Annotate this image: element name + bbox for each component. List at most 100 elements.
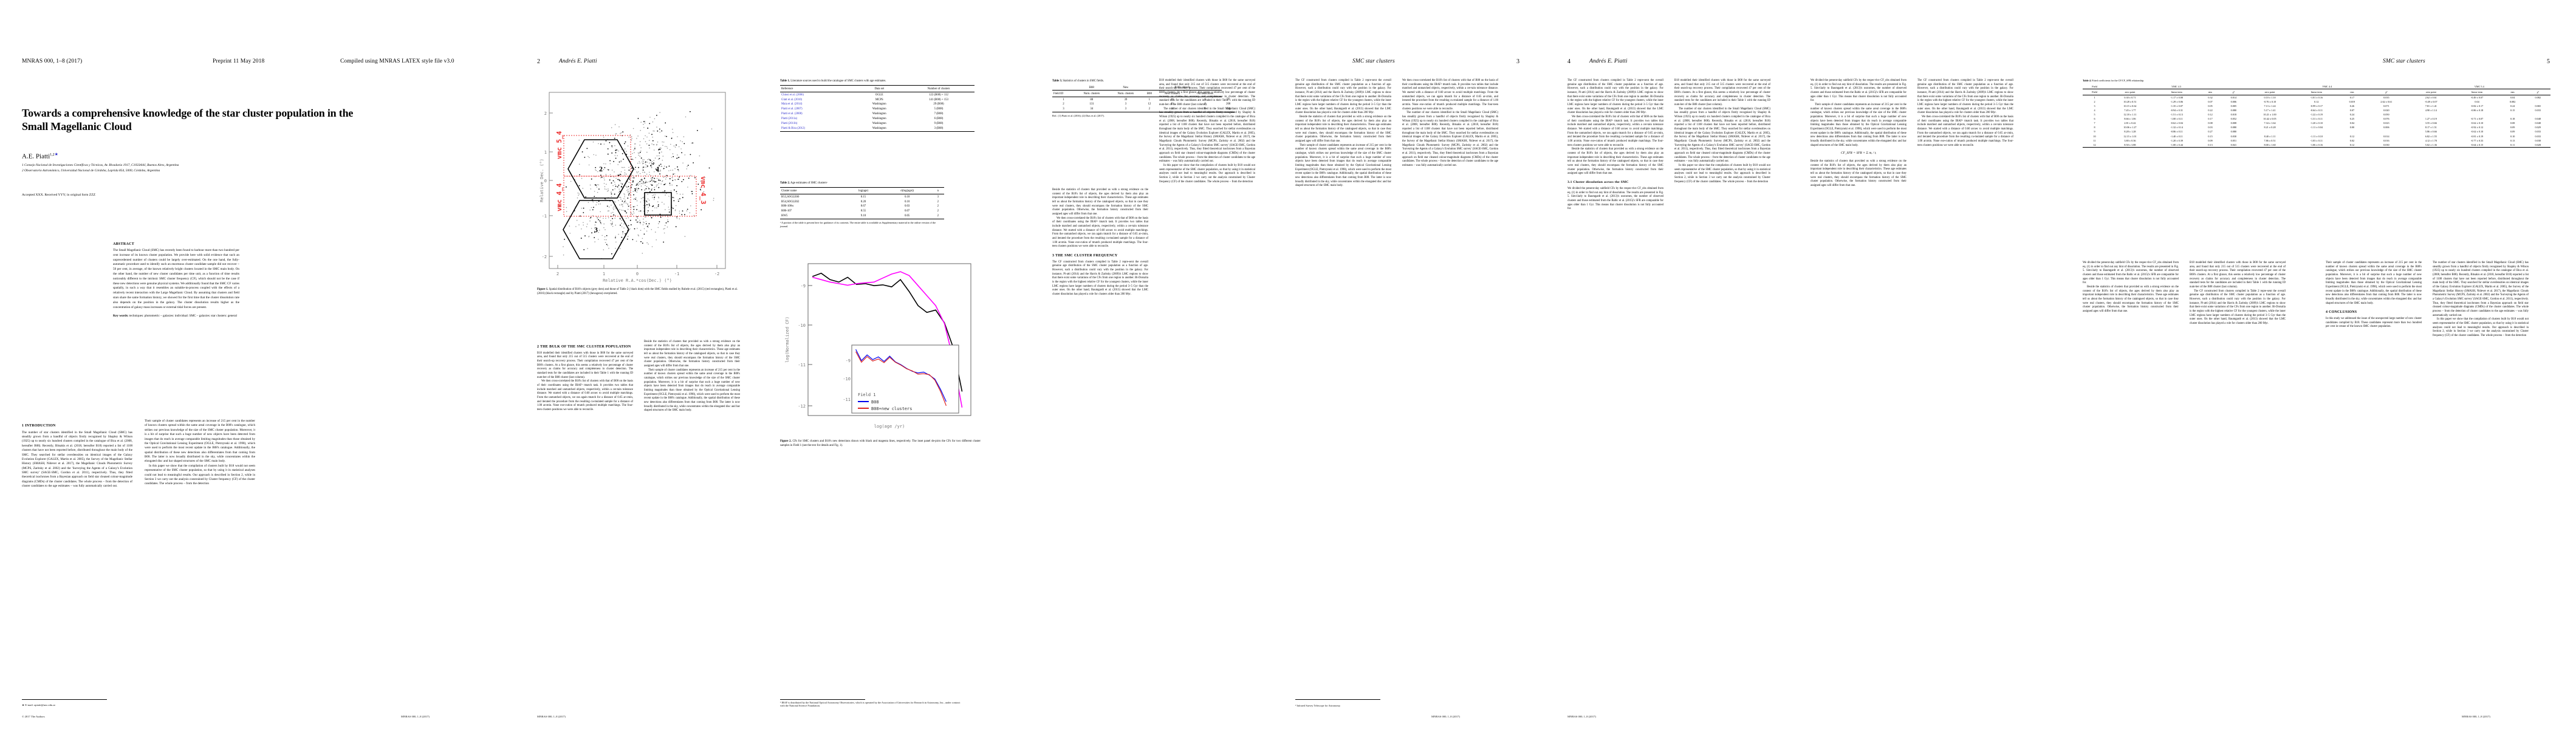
paragraph: We divided the present-day subfield CFs … — [1567, 187, 1663, 211]
scatter-point — [690, 175, 691, 176]
scatter-point — [684, 236, 686, 237]
f1-ytick: 0 — [544, 179, 547, 183]
scatter-point — [623, 198, 625, 199]
table-2-col-3: n — [931, 187, 944, 195]
scatter-point — [566, 211, 567, 212]
t4-sub-col: zero point — [2246, 89, 2293, 96]
scatter-point — [664, 135, 666, 137]
scatter-point — [638, 154, 639, 156]
table-cell: -0.81 ± 0.19 — [2470, 134, 2484, 138]
table-cell: 12 — [2083, 143, 2107, 148]
scatter-point — [652, 140, 654, 142]
table-cell: 0.014 — [2383, 134, 2389, 138]
scatter-point — [680, 148, 682, 149]
scatter-point — [627, 191, 629, 193]
scatter-point — [628, 156, 629, 157]
scatter-point — [652, 137, 653, 138]
table-cell: B54,SOGLE62 — [781, 200, 800, 204]
scatter-point — [664, 225, 666, 226]
scatter-point — [600, 223, 602, 224]
scatter-point — [672, 153, 674, 154]
abstract: ABSTRACT The Small Magellanic Cloud (SMC… — [113, 242, 239, 319]
scatter-point — [649, 123, 651, 125]
table-row: H86-106w 8.67 0.03 2 — [780, 204, 944, 209]
scatter-point — [614, 155, 616, 156]
scatter-point — [614, 182, 615, 183]
scatter-point — [636, 209, 637, 210]
scatter-point — [657, 171, 659, 173]
scatter-point — [620, 186, 622, 188]
table-cell: 9 — [2094, 130, 2095, 134]
paragraph: We then cross-correlated the B18's list … — [1917, 115, 2013, 147]
scatter-point — [663, 232, 665, 234]
scatter-point — [622, 166, 624, 168]
scatter-point — [699, 155, 701, 157]
table-row: 3 34 3 2 14 0 130 — [1052, 107, 1235, 113]
scatter-point — [640, 147, 642, 148]
scatter-point — [631, 159, 632, 160]
scatter-point — [668, 196, 670, 197]
table-1-col-2: Number of clusters — [903, 85, 975, 93]
scatter-point — [606, 239, 607, 241]
table-cell: Piatti (2011b) — [781, 122, 798, 126]
paragraph: The CF constructed from clusters compile… — [1917, 79, 2013, 115]
scatter-point — [605, 188, 607, 190]
table-cell: 0.023 — [2383, 122, 2389, 125]
f1-ytick: 1 — [544, 150, 547, 155]
scatter-point — [651, 188, 653, 190]
scatter-point — [623, 223, 625, 225]
table-cell: Washington — [872, 117, 886, 121]
scatter-point — [648, 244, 649, 245]
scatter-point — [658, 223, 659, 224]
scatter-point — [614, 214, 616, 216]
f2-inset-title: Field 1 — [858, 392, 876, 397]
table-row: 1 0.30 ± 0.71 -1.17 ± 0.08 0.32 0.014 0.10 ± … — [2083, 95, 2550, 100]
scatter-point — [629, 191, 631, 193]
figure-2-plot: -9 -10 -11 -12 log(Normalized CF) log(ag… — [780, 255, 981, 437]
scatter-point — [608, 190, 609, 191]
scatter-point — [629, 179, 631, 180]
table-cell: 8.15 — [860, 195, 866, 199]
scatter-point — [659, 221, 660, 222]
scatter-point — [632, 211, 634, 212]
scatter-point — [645, 135, 646, 137]
scatter-point — [626, 187, 628, 188]
scatter-point — [659, 112, 660, 113]
scatter-point — [604, 186, 606, 188]
scatter-point — [615, 149, 617, 150]
table-cell: 141 (B08) + 153 — [929, 98, 948, 101]
scatter-point — [640, 182, 642, 184]
scatter-point — [653, 144, 654, 145]
scatter-point — [693, 214, 695, 216]
scatter-point — [656, 155, 658, 157]
scatter-point — [668, 211, 670, 213]
table-cell: 268 — [1226, 103, 1231, 106]
scatter-point — [626, 212, 627, 214]
scatter-point — [646, 143, 648, 145]
scatter-point — [692, 142, 694, 144]
table-cell: 12 — [1148, 103, 1151, 106]
table-cell: 0.27 — [2208, 130, 2213, 134]
scatter-point — [586, 226, 587, 227]
table-cell: 0.12 — [2208, 113, 2213, 117]
scatter-point — [591, 178, 592, 180]
table-cell: 6 — [2094, 117, 2095, 121]
scatter-point — [615, 241, 617, 243]
table-cell: -1.01 ± 0.16 — [2310, 95, 2323, 99]
scatter-point — [628, 205, 629, 207]
scatter-point — [618, 188, 620, 190]
scatter-point — [663, 176, 664, 178]
scatter-point — [581, 208, 583, 209]
scatter-point — [597, 217, 598, 219]
table-cell: -1.35 ± 0.07 — [2170, 104, 2183, 108]
scatter-point — [671, 157, 673, 158]
scatter-point — [608, 217, 609, 219]
scatter-point — [633, 213, 635, 214]
keywords-value: techniques: photometric – galaxies: indi… — [129, 314, 238, 318]
scatter-point — [628, 217, 629, 219]
scatter-point — [641, 189, 643, 191]
paragraph: B18 modelled their identified clusters w… — [2190, 261, 2286, 289]
table-cell: 0.32 — [2208, 95, 2213, 99]
table-cell: 10 — [2093, 134, 2096, 138]
scatter-point — [559, 205, 561, 207]
